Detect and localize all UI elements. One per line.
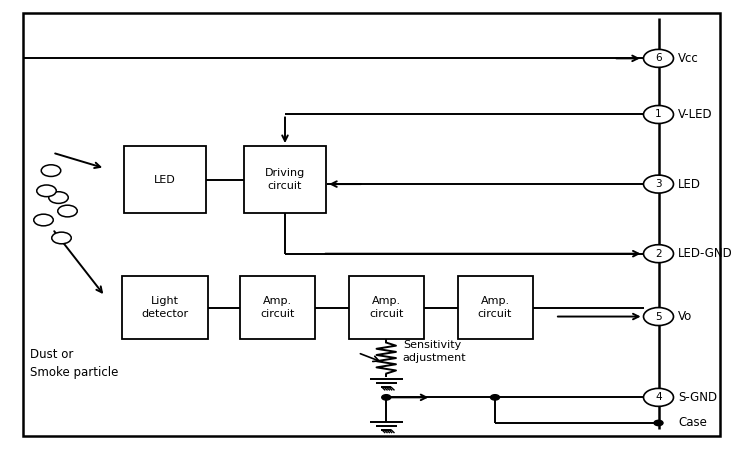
Circle shape [644,308,674,326]
Circle shape [644,106,674,123]
Bar [244,146,326,213]
Circle shape [41,165,61,176]
Circle shape [52,232,71,244]
Bar [349,276,424,339]
Text: Amp.
circuit: Amp. circuit [260,296,295,319]
Text: 2: 2 [656,249,662,259]
Circle shape [644,245,674,263]
Circle shape [34,214,53,226]
Circle shape [49,192,68,203]
Text: Vo: Vo [678,310,692,323]
Text: Dust or
Smoke particle: Dust or Smoke particle [30,348,118,379]
Bar [124,146,206,213]
Bar [458,276,532,339]
Text: Light
detector: Light detector [142,296,188,319]
Text: 6: 6 [656,53,662,63]
Circle shape [654,420,663,426]
Circle shape [644,49,674,67]
Text: Amp.
circuit: Amp. circuit [478,296,512,319]
Circle shape [382,395,391,400]
Text: V-LED: V-LED [678,108,712,121]
Text: 1: 1 [656,110,662,119]
Circle shape [644,388,674,406]
Text: Case: Case [678,417,706,429]
Text: LED-GND: LED-GND [678,247,733,260]
Text: 4: 4 [656,392,662,402]
Text: S-GND: S-GND [678,391,717,404]
Text: Vcc: Vcc [678,52,699,65]
Circle shape [58,205,77,217]
Text: LED: LED [154,175,176,185]
Circle shape [37,185,56,197]
Text: Sensitivity
adjustment: Sensitivity adjustment [403,340,466,363]
Bar [122,276,208,339]
Text: 5: 5 [656,312,662,321]
Circle shape [490,395,500,400]
Text: LED: LED [678,178,701,190]
Text: 3: 3 [656,179,662,189]
Bar [240,276,315,339]
Circle shape [644,175,674,193]
Text: Driving
circuit: Driving circuit [265,168,305,191]
Text: Amp.
circuit: Amp. circuit [369,296,404,319]
